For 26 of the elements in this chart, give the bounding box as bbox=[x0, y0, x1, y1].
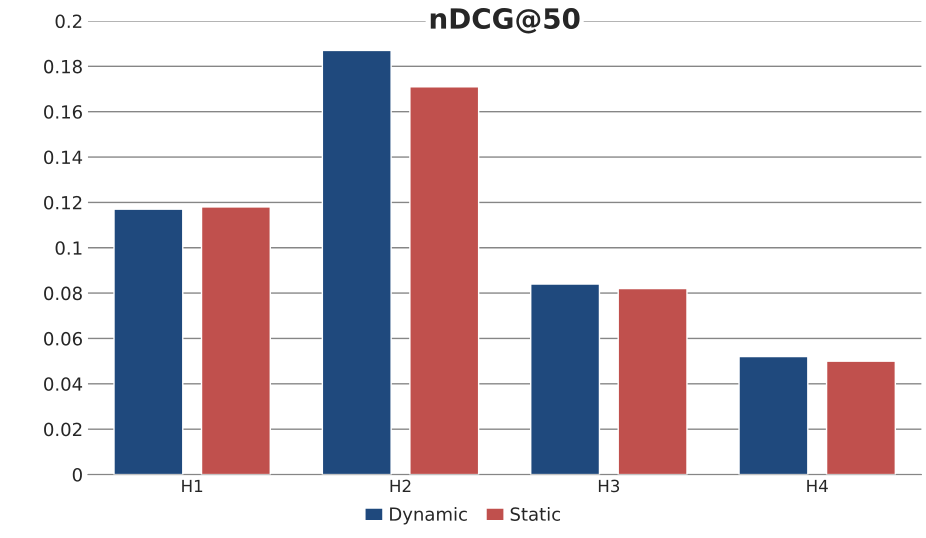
y-tick-label: 0.06 bbox=[44, 332, 82, 346]
y-tick-label: 0.04 bbox=[44, 377, 82, 391]
bar bbox=[113, 208, 184, 475]
y-tick-label: 0.08 bbox=[44, 286, 82, 300]
y-tick-label: 0.02 bbox=[44, 422, 82, 436]
y-tick-label: 0.1 bbox=[56, 241, 82, 255]
y-tick-label: 0.14 bbox=[44, 150, 82, 164]
y-tick-label: 0.18 bbox=[44, 60, 82, 74]
chart-title: nDCG@50 bbox=[430, 8, 580, 34]
x-tick-label: H1 bbox=[182, 480, 202, 492]
bar bbox=[618, 288, 688, 475]
bar bbox=[409, 86, 480, 475]
y-tick-label: 0.12 bbox=[44, 196, 82, 210]
legend-label: Static bbox=[510, 506, 560, 521]
y-tick-label: 0 bbox=[72, 468, 82, 482]
legend-label: Dynamic bbox=[390, 506, 467, 524]
bar bbox=[200, 206, 271, 475]
x-tick-label: H3 bbox=[598, 480, 620, 492]
x-tick-label: H4 bbox=[807, 480, 828, 492]
x-tick-label: H2 bbox=[390, 480, 410, 492]
bar bbox=[530, 283, 600, 475]
bar bbox=[738, 356, 809, 475]
bar bbox=[826, 360, 896, 475]
y-tick-label: 0.16 bbox=[44, 105, 82, 119]
y-tick-label: 0.2 bbox=[56, 14, 82, 28]
bar bbox=[322, 50, 392, 475]
